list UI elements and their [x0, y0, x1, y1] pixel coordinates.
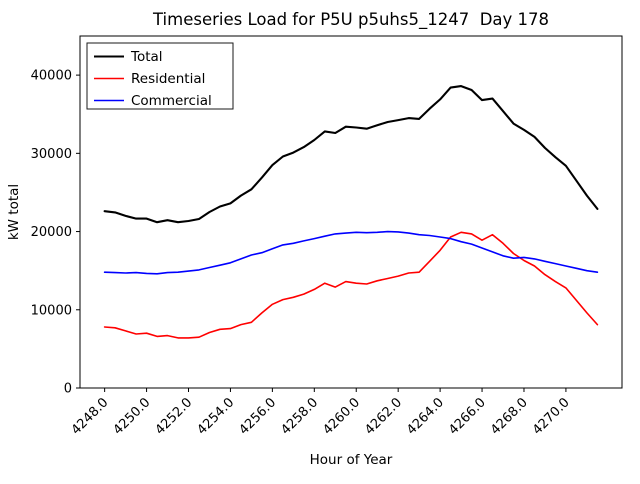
y-tick-label: 0 [64, 382, 72, 397]
legend: Total Residential Commercial [86, 42, 234, 110]
y-tick-label: 40000 [31, 69, 72, 84]
series-layer [103, 85, 599, 339]
axes-border [79, 35, 623, 389]
legend-box [86, 42, 234, 110]
y-axis-label: kW total [6, 184, 22, 240]
legend-label-commercial: Commercial [131, 93, 212, 109]
chart-title: Timeseries Load for P5U p5uhs5_1247 Day … [152, 10, 549, 30]
series-line-residential [103, 231, 599, 339]
series-line-commercial [103, 230, 599, 275]
x-axis-label: Hour of Year [310, 452, 393, 468]
legend-label-residential: Residential [131, 71, 205, 87]
legend-label-total: Total [130, 49, 163, 65]
series-line-total [103, 85, 599, 224]
y-tick-label: 30000 [31, 147, 72, 162]
y-tick-label: 20000 [31, 225, 72, 240]
y-tick-label: 10000 [31, 303, 72, 318]
